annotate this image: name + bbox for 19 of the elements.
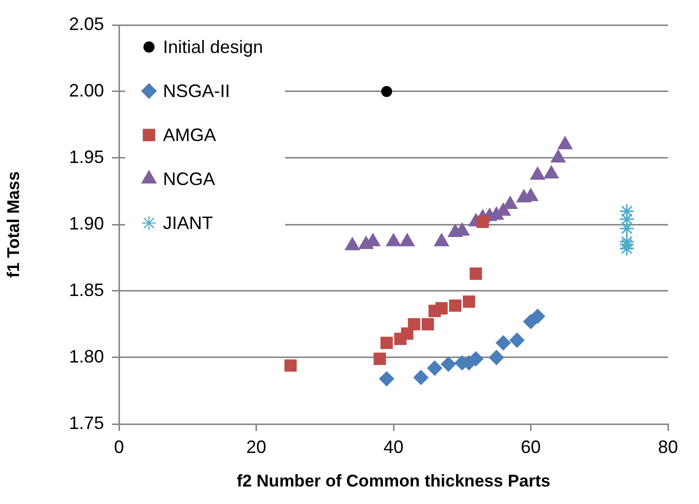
x-tick-label: 60 xyxy=(520,436,541,457)
x-tick-label: 40 xyxy=(383,436,404,457)
x-axis-title: f2 Number of Common thickness Parts xyxy=(236,471,550,490)
x-tick-label: 0 xyxy=(114,436,124,457)
legend-label: NCGA xyxy=(163,168,216,189)
legend-label: NSGA-II xyxy=(163,80,230,101)
x-tick-label: 20 xyxy=(246,436,266,457)
y-tick-label: 1.75 xyxy=(68,412,104,433)
y-tick-label: 1.95 xyxy=(68,146,104,167)
y-tick-label: 2.05 xyxy=(68,14,104,34)
y-tick-label: 1.80 xyxy=(68,346,104,366)
y-axis-title: f1 Total Mass xyxy=(4,171,23,278)
y-tick-label: 1.90 xyxy=(68,213,104,234)
y-tick-label: 2.00 xyxy=(68,80,104,100)
legend-label: Initial design xyxy=(163,36,264,57)
x-tick-label: 80 xyxy=(658,436,678,457)
y-tick-label: 1.85 xyxy=(68,280,104,300)
legend-label: JIANT xyxy=(163,212,214,233)
legend-label: AMGA xyxy=(163,124,216,145)
